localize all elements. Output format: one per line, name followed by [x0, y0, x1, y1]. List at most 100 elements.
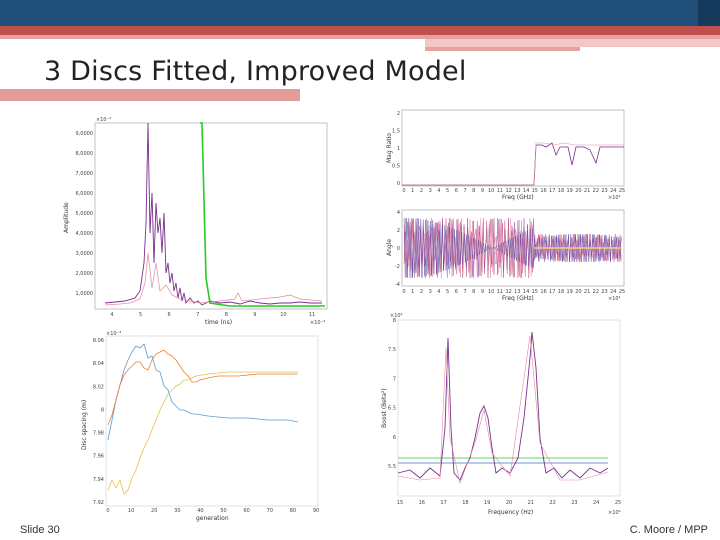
angle-x-exponent: ×10⁴ [608, 296, 621, 302]
amplitude-y-tick: 2,0000 [76, 271, 94, 277]
angle-x-tick: 0 [402, 289, 405, 295]
amplitude-y-tick: 3,0000 [76, 251, 94, 257]
mag-x-tick: 2 [420, 188, 423, 194]
mag-x-tick: 0 [402, 188, 405, 194]
amplitude-y-tick: 6,0000 [76, 191, 94, 197]
amplitude-series-purple [104, 122, 322, 306]
disc-y-tick: 7.92 [93, 500, 104, 506]
disc-y-ticks: 7.92 7.94 7.96 7.98 8 8.02 8.04 8.06 [93, 338, 104, 506]
disc-x-tick: 40 [197, 508, 203, 514]
angle-x-tick: 1 [411, 289, 414, 295]
disc-x-tick: 10 [128, 508, 134, 514]
angle-x-tick: 12 [505, 289, 511, 295]
boost-x-tick: 21 [528, 500, 534, 506]
mag-y-tick: 2 [397, 111, 400, 117]
mag-x-tick: 17 [549, 188, 555, 194]
disc-x-ticks: 0 10 20 30 40 50 60 70 80 90 [106, 508, 319, 514]
boost-x-tick: 25 [615, 500, 621, 506]
slide-author: C. Moore / MPP [629, 524, 708, 536]
amplitude-series-green [200, 122, 325, 307]
disc-y-tick: 7.94 [93, 477, 104, 483]
amplitude-y-tick: 8,0000 [76, 151, 94, 157]
accent-band-light [0, 35, 720, 39]
mag-series-light [402, 142, 624, 186]
mag-x-tick: 1 [411, 188, 414, 194]
boost-y-tick: 7.5 [388, 347, 396, 353]
angle-x-ticks: 0 1 2 3 4 5 6 7 8 9 10 11 12 13 14 15 16 17 18 19 20 21 22 23 24… [402, 289, 625, 295]
angle-x-tick: 25 [619, 289, 625, 295]
boost-x-ticks: 15 16 17 18 19 20 21 22 23 24 25 [397, 500, 621, 506]
amplitude-x-exponent: ×10⁻³ [310, 320, 325, 326]
boost-x-tick: 24 [593, 500, 599, 506]
boost-x-tick: 18 [462, 500, 468, 506]
angle-x-tick: 23 [601, 289, 607, 295]
boost-x-tick: 20 [506, 500, 512, 506]
mag-y-tick: 1 [397, 146, 400, 152]
disc-y-exponent: ×10⁻³ [106, 331, 121, 337]
mag-x-tick: 19 [566, 188, 572, 194]
angle-x-tick: 4 [437, 289, 440, 295]
amplitude-y-tick: 5,0000 [76, 211, 94, 217]
mag-y-ticks: 0 0.5 1 1.5 2 [392, 111, 400, 187]
boost-x-tick: 23 [571, 500, 577, 506]
angle-x-tick: 5 [446, 289, 449, 295]
amplitude-y-tick: 1,0000 [76, 291, 94, 297]
disc-x-tick: 70 [267, 508, 273, 514]
boost-y-tick: 8 [393, 318, 396, 324]
angle-x-tick: 19 [566, 289, 572, 295]
angle-x-tick: 11 [497, 289, 503, 295]
angle-x-tick: 16 [540, 289, 546, 295]
disc-series-blue [107, 343, 299, 441]
mag-x-tick: 12 [505, 188, 511, 194]
angle-y-tick: -2 [395, 264, 400, 270]
boost-series-purple [397, 331, 609, 481]
angle-ylabel: Angle [386, 239, 393, 256]
disc-xlabel: generation [196, 515, 229, 522]
boost-y-ticks: 5.5 6 6.5 7 7.5 8 [388, 318, 396, 470]
amplitude-time-chart: ×10⁻³ 1,0000 2,0000 3,0000 4,0000 5,0000 6,00… [60, 113, 332, 331]
mag-x-tick: 23 [601, 188, 607, 194]
boost-x-tick: 17 [440, 500, 446, 506]
mag-x-tick: 8 [472, 188, 475, 194]
angle-x-tick: 20 [575, 289, 581, 295]
boost-x-tick: 15 [397, 500, 403, 506]
disc-x-tick: 60 [243, 508, 249, 514]
angle-y-tick: -4 [395, 282, 400, 288]
boost-x-exponent: ×10⁹ [608, 510, 621, 516]
angle-x-tick: 21 [584, 289, 590, 295]
mag-x-tick: 5 [446, 188, 449, 194]
mag-ratio-chart: 0 0.5 1 1.5 2 0 1 2 3 4 5 6 7 8 9 10 11 12 13 14 15 16 17 18 19… [384, 105, 630, 201]
disc-x-tick: 90 [313, 508, 319, 514]
angle-series-band [403, 217, 622, 279]
slide-number: Slide 30 [20, 524, 60, 536]
amplitude-x-tick: 8 [225, 312, 228, 318]
boost-y-tick: 7 [393, 376, 396, 382]
disc-ylabel: Disc spacing (m) [81, 400, 88, 450]
amplitude-ylabel: Amplitude [63, 202, 70, 233]
amplitude-y-tick: 9,0000 [76, 131, 94, 137]
angle-x-tick: 17 [549, 289, 555, 295]
angle-x-tick: 18 [558, 289, 564, 295]
mag-x-tick: 22 [593, 188, 599, 194]
boost-y-exponent: ×10⁴ [390, 313, 403, 319]
boost-x-tick: 16 [419, 500, 425, 506]
boost-x-tick: 22 [549, 500, 555, 506]
boost-y-tick: 5.5 [388, 464, 396, 470]
mag-x-ticks: 0 1 2 3 4 5 6 7 8 9 10 11 12 13 14 15 16 17 18 19 20 21 22 23 24… [402, 188, 625, 194]
angle-x-tick: 3 [429, 289, 432, 295]
angle-x-tick: 7 [463, 289, 466, 295]
top-bar-cap [698, 0, 720, 26]
angle-x-tick: 13 [514, 289, 520, 295]
disc-series-yellow [107, 371, 298, 495]
accent-band-right [425, 39, 720, 47]
mag-y-tick: 0 [397, 181, 400, 187]
angle-x-tick: 8 [472, 289, 475, 295]
disc-x-tick: 80 [290, 508, 296, 514]
disc-spacing-chart: ×10⁻³ 7.92 7.94 7.96 7.98 8 8.02 8.04 8.06 0 10 2… [78, 330, 324, 522]
mag-x-tick: 3 [429, 188, 432, 194]
angle-y-tick: 2 [397, 228, 400, 234]
mag-x-tick: 11 [497, 188, 503, 194]
disc-series-orange [107, 349, 298, 426]
angle-x-tick: 10 [488, 289, 494, 295]
accent-band-right-thin [425, 47, 580, 51]
